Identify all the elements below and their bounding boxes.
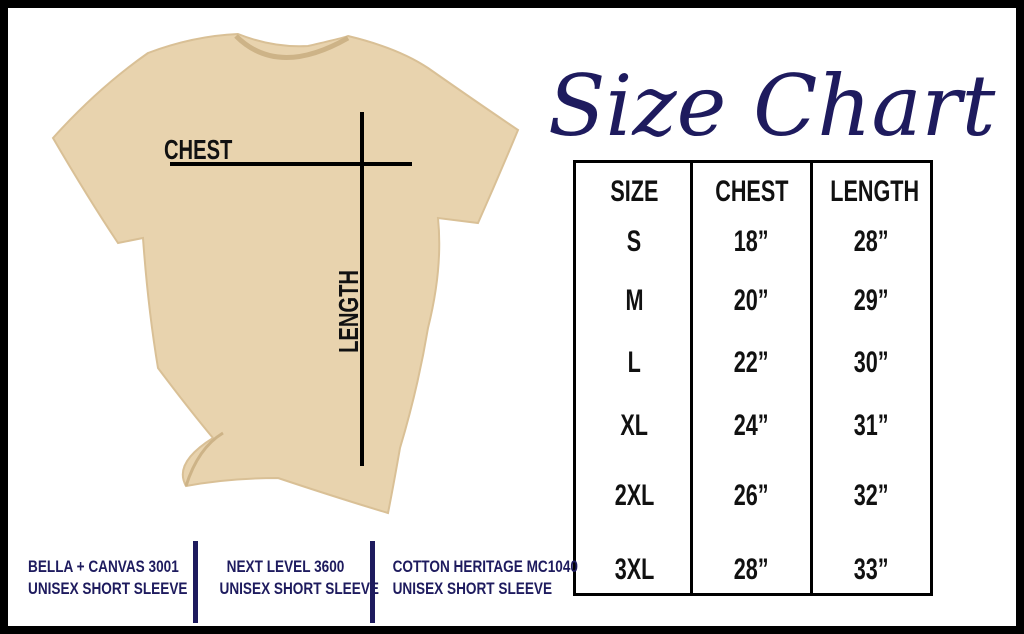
svg-text:Size Chart: Size Chart	[548, 57, 996, 155]
tshirt-image	[51, 32, 520, 515]
cell-chest: 28”	[734, 553, 769, 586]
cell-length: 28”	[854, 225, 889, 258]
cell-chest: 24”	[734, 409, 769, 442]
cell-size: XL	[620, 409, 649, 442]
cell-size: L	[627, 346, 642, 379]
cell-length: 29”	[854, 284, 889, 317]
brand-bella-canvas: BELLA + CANVAS 3001 UNISEX SHORT SLEEVE	[28, 557, 188, 598]
cell-chest: 18”	[734, 225, 769, 258]
cell-chest: 26”	[734, 479, 769, 512]
brand-next-level: NEXT LEVEL 3600 UNISEX SHORT SLEEVE	[219, 557, 379, 598]
cell-length: 30”	[854, 346, 889, 379]
cell-size: M	[625, 284, 644, 317]
size-chart-canvas: CHEST LENGTH Size Chart SIZE CHEST LENGT…	[8, 8, 1016, 626]
size-table: SIZE CHEST LENGTH S 18” 28” M 20” 29” L 22” 30” X…	[573, 160, 933, 596]
cell-size: 2XL	[614, 479, 655, 512]
header-size: SIZE	[610, 175, 659, 208]
header-chest: CHEST	[714, 175, 789, 208]
cell-size: S	[627, 225, 642, 258]
cell-length: 31”	[854, 409, 889, 442]
divider	[370, 541, 375, 623]
chest-label: CHEST	[164, 134, 233, 165]
header-length: LENGTH	[830, 175, 920, 208]
divider	[193, 541, 198, 623]
cell-size: 3XL	[614, 553, 655, 586]
cell-chest: 22”	[734, 346, 769, 379]
cell-length: 32”	[854, 479, 889, 512]
cell-chest: 20”	[734, 284, 769, 317]
cell-length: 33”	[854, 553, 889, 586]
size-chart-title: Size Chart	[548, 57, 996, 155]
length-label: LENGTH	[333, 270, 364, 353]
brand-cotton-heritage: COTTON HERITAGE MC1040 UNISEX SHORT SLEEV…	[392, 557, 578, 598]
